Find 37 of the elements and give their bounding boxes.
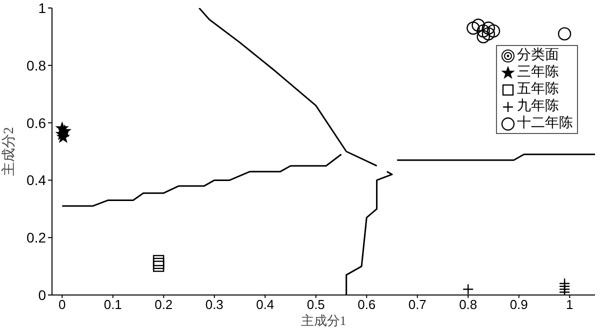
x-tick-label: 0.1	[104, 297, 122, 312]
x-tick-label: 0.9	[510, 297, 528, 312]
x-axis-title: 主成分1	[300, 313, 346, 328]
point	[476, 30, 490, 44]
point	[486, 24, 500, 38]
x-tick-label: 1	[566, 297, 574, 312]
x-tick-label: 0.5	[306, 297, 325, 312]
x-tick-label: 0	[58, 297, 66, 312]
point	[152, 260, 164, 272]
y-tick-label: 0.6	[26, 114, 46, 131]
y-tick-label: 1	[38, 0, 46, 16]
x-tick-label: 0.8	[459, 297, 478, 312]
point	[482, 27, 496, 40]
point	[152, 258, 164, 270]
legend-label: 分类面	[517, 47, 559, 64]
x-tick-label: 0.3	[205, 297, 224, 312]
legend-label: 三年陈	[517, 64, 559, 81]
legend-label: 五年陈	[517, 81, 559, 98]
y-tick-label: 0.2	[26, 230, 46, 246]
x-tick-label: 0.2	[154, 297, 173, 312]
y-tick-label: 0.8	[26, 57, 46, 74]
x-tick-label: 0.7	[408, 297, 426, 312]
y-axis-title: 主成分2	[0, 127, 17, 176]
x-tick-label: 0.4	[256, 297, 274, 312]
x-tick-label: 0.6	[358, 297, 376, 312]
point	[466, 21, 480, 35]
point	[476, 24, 490, 38]
y-tick-label: 0.4	[26, 172, 46, 188]
point	[482, 21, 496, 35]
point	[558, 27, 572, 40]
line-series	[198, 8, 378, 167]
line-series	[61, 154, 342, 207]
point	[56, 122, 68, 134]
legend-label: 十二年陈	[517, 115, 573, 132]
point	[152, 254, 164, 266]
legend-label: 九年陈	[517, 98, 559, 115]
point	[472, 18, 485, 32]
